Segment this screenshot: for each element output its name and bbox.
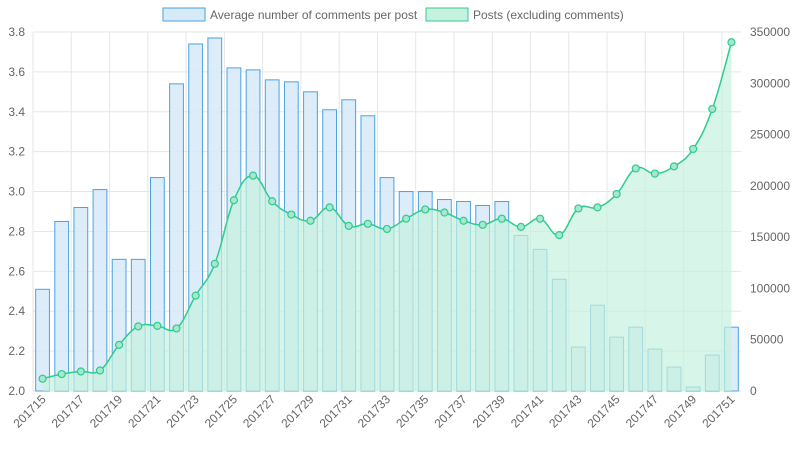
- point-201732[interactable]: [363, 219, 372, 228]
- x-tick-label: 201721: [125, 392, 163, 430]
- point-201723[interactable]: [191, 291, 200, 300]
- y-left-tick-label: 3.4: [8, 105, 25, 119]
- x-tick-label: 201731: [317, 392, 355, 430]
- area-points: [38, 38, 736, 383]
- point-201749[interactable]: [689, 144, 698, 154]
- point-201735[interactable]: [421, 205, 430, 214]
- point-201740[interactable]: [516, 222, 526, 231]
- point-201734[interactable]: [402, 214, 411, 223]
- y-axis-right: 0 50000 100000 150000 200000 250000 300000 3500…: [750, 25, 790, 398]
- legend[interactable]: Average number of comments per post Post…: [162, 7, 624, 22]
- y-left-tick-label: 2.0: [8, 384, 25, 398]
- y-right-tick-label: 150000: [750, 230, 790, 244]
- y-left-tick-label: 2.2: [8, 344, 25, 358]
- area-fill: [42, 42, 732, 391]
- y-left-tick-label: 3.0: [8, 185, 25, 199]
- bar-201716[interactable]: [54, 220, 70, 392]
- point-201743[interactable]: [574, 204, 583, 213]
- point-201744[interactable]: [593, 203, 602, 212]
- x-tick-label: 201733: [355, 392, 393, 430]
- legend-label-bars: Average number of comments per post: [210, 8, 418, 22]
- legend-swatch-bars: [162, 7, 206, 22]
- x-tick-label: 201727: [240, 392, 278, 430]
- bar-201718[interactable]: [92, 189, 108, 392]
- point-201751[interactable]: [727, 38, 736, 47]
- y-left-tick-label: 2.8: [8, 224, 25, 238]
- point-201730[interactable]: [325, 203, 334, 212]
- point-201747[interactable]: [650, 169, 659, 178]
- y-left-tick-label: 2.4: [8, 304, 25, 318]
- x-tick-label: 201735: [393, 392, 431, 430]
- point-201745[interactable]: [612, 189, 621, 199]
- y-axis-left: 2.0 2.2 2.4 2.6 2.8 3.0 3.2 3.4 3.6 3.8: [8, 25, 25, 398]
- x-tick-label: 201723: [164, 392, 202, 430]
- point-201741[interactable]: [535, 214, 545, 223]
- y-left-tick-label: 2.6: [8, 264, 25, 278]
- point-201715[interactable]: [38, 374, 47, 383]
- legend-item-bars[interactable]: Average number of comments per post: [162, 7, 418, 22]
- legend-label-area: Posts (excluding comments): [473, 8, 624, 22]
- y-right-tick-label: 0: [750, 384, 757, 398]
- x-tick-label: 201741: [508, 392, 546, 430]
- point-201716[interactable]: [57, 369, 66, 379]
- y-right-tick-label: 250000: [750, 128, 790, 142]
- point-201737[interactable]: [459, 216, 468, 225]
- point-201725[interactable]: [229, 196, 239, 205]
- point-201720[interactable]: [134, 322, 143, 331]
- point-201739[interactable]: [497, 214, 506, 223]
- x-tick-label: 201729: [278, 392, 316, 430]
- point-201717[interactable]: [76, 367, 85, 376]
- point-201729[interactable]: [306, 216, 315, 225]
- x-tick-label: 201747: [623, 392, 661, 430]
- point-201733[interactable]: [382, 224, 392, 234]
- x-tick-label: 201751: [699, 392, 737, 430]
- y-right-tick-label: 200000: [750, 179, 790, 193]
- x-tick-label: 201745: [585, 392, 623, 430]
- point-201748[interactable]: [669, 162, 679, 171]
- y-right-tick-label: 100000: [750, 281, 790, 295]
- x-tick-label: 201743: [546, 392, 584, 430]
- x-tick-label: 201719: [87, 392, 125, 430]
- x-tick-label: 201739: [470, 392, 508, 430]
- point-201726[interactable]: [248, 171, 258, 180]
- point-201724[interactable]: [210, 259, 219, 268]
- point-201727[interactable]: [268, 197, 277, 206]
- y-right-tick-label: 300000: [750, 76, 790, 90]
- point-201736[interactable]: [440, 208, 449, 217]
- x-axis: 201715 201717 201719 201721 201723 201725 2017…: [10, 392, 737, 430]
- point-201728[interactable]: [287, 210, 296, 219]
- point-201721[interactable]: [153, 321, 162, 330]
- point-201731[interactable]: [344, 221, 353, 230]
- y-right-tick-label: 350000: [750, 25, 790, 39]
- point-201746[interactable]: [631, 164, 640, 173]
- y-right-tick-label: 50000: [750, 333, 784, 347]
- x-tick-label: 201749: [661, 392, 699, 430]
- y-left-tick-label: 3.8: [8, 25, 25, 39]
- y-left-tick-label: 3.2: [8, 145, 25, 159]
- point-201722[interactable]: [172, 324, 181, 333]
- point-201742[interactable]: [555, 230, 564, 240]
- y-left-tick-label: 3.6: [8, 65, 25, 79]
- point-201719[interactable]: [115, 340, 124, 349]
- bar-201717[interactable]: [73, 207, 89, 392]
- x-tick-label: 201725: [202, 392, 240, 430]
- x-tick-label: 201717: [49, 392, 87, 430]
- point-201718[interactable]: [95, 366, 105, 375]
- legend-swatch-area: [425, 7, 469, 22]
- x-tick-label: 201737: [431, 392, 469, 430]
- legend-item-area[interactable]: Posts (excluding comments): [425, 7, 624, 22]
- point-201750[interactable]: [708, 104, 717, 114]
- point-201738[interactable]: [478, 220, 487, 229]
